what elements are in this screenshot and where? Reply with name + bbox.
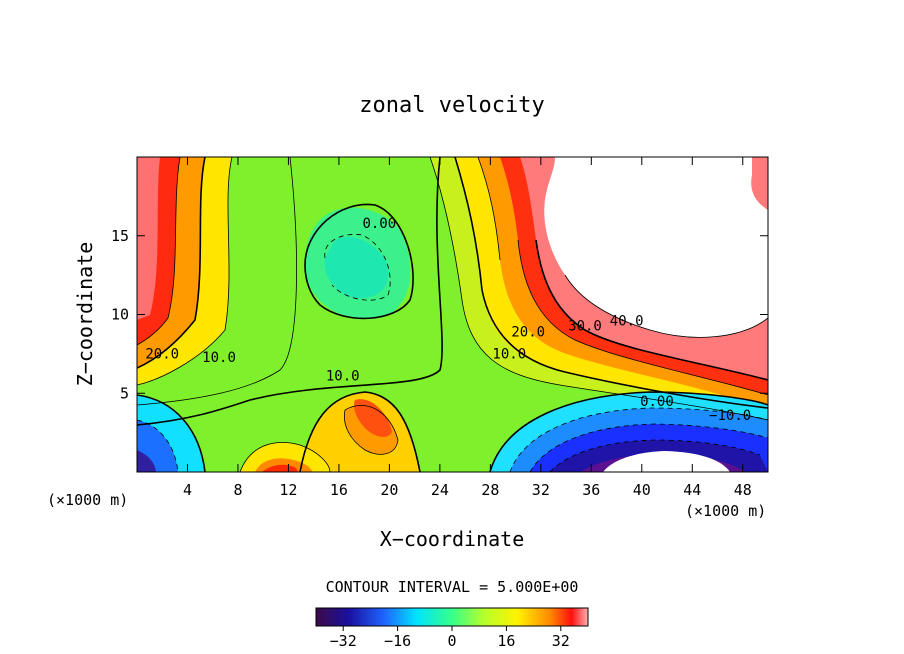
contour-label: −10.0: [709, 408, 751, 424]
contour-label: 20.0: [145, 347, 179, 363]
contour-label: 20.0: [511, 325, 545, 341]
contour-label: 0.00: [640, 394, 674, 410]
x-tick-label: 40: [633, 481, 651, 499]
y-axis-label: Z−coordinate: [73, 242, 97, 387]
colorbar-tick-label: 0: [447, 632, 456, 650]
contour-label: 10.0: [326, 369, 360, 385]
x-tick-label: 8: [233, 481, 242, 499]
x-tick-label: 28: [481, 481, 499, 499]
contour-label: 10.0: [492, 347, 526, 363]
x-tick-label: 44: [683, 481, 701, 499]
contour-interval: CONTOUR INTERVAL = 5.000E+00: [326, 578, 579, 596]
colorbar-tick-label: −32: [330, 632, 357, 650]
contour-labels: 20.0 10.0 10.0 0.00 20.0 10.0 30.0 40.0 0.00 −10.…: [145, 216, 751, 424]
x-axis-label: X−coordinate: [380, 527, 525, 551]
plot-area: 20.0 10.0 10.0 0.00 20.0 10.0 30.0 40.0 0.00 −10.…: [137, 157, 768, 472]
x-tick-label: 20: [380, 481, 398, 499]
colorbar-tick-label: 16: [497, 632, 515, 650]
x-unit-left: (×1000 m): [47, 491, 128, 509]
x-tick-label: 48: [734, 481, 752, 499]
contour-label: 30.0: [568, 318, 602, 334]
field-upper-white: [544, 157, 768, 338]
colorbar-tick-label: −16: [384, 632, 411, 650]
colorbar-ticks: −32 −16 0 16 32: [330, 626, 570, 650]
field-lower-white: [603, 451, 730, 472]
colorbar-tick-label: 32: [552, 632, 570, 650]
contour-label: 10.0: [202, 350, 236, 366]
y-tick-label: 10: [111, 306, 129, 324]
contour-lines: [137, 157, 768, 472]
x-tick-label: 36: [582, 481, 600, 499]
x-tick-label: 12: [279, 481, 297, 499]
contour-label: 40.0: [610, 314, 644, 330]
x-tick-label: 32: [532, 481, 550, 499]
y-tick-label: 5: [120, 384, 129, 402]
contour-label: 0.00: [362, 216, 396, 232]
x-tick-label: 16: [330, 481, 348, 499]
x-unit-right: (×1000 m): [685, 502, 766, 520]
colorbar: [315, 607, 589, 627]
chart-title: zonal velocity: [359, 93, 544, 118]
x-tick-label: 4: [183, 481, 192, 499]
x-tick-label: 24: [431, 481, 449, 499]
y-tick-label: 15: [111, 227, 129, 245]
